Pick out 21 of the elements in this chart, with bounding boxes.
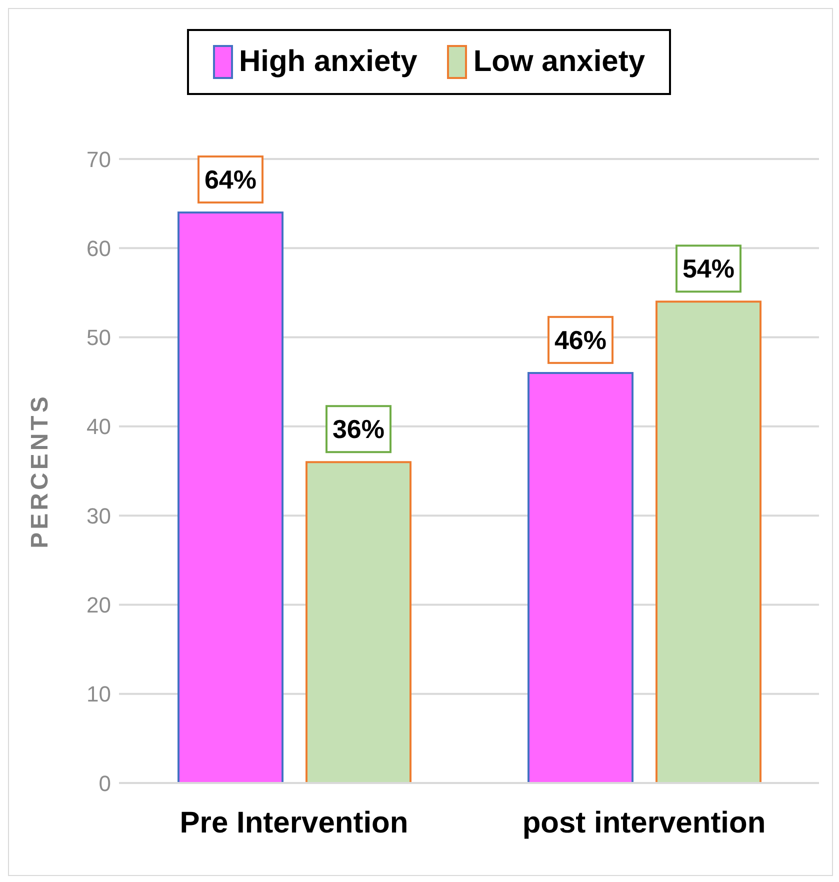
bar xyxy=(528,372,634,783)
y-tick-label: 40 xyxy=(86,414,111,440)
legend-label: Low anxiety xyxy=(473,45,646,79)
data-label: 36% xyxy=(332,414,385,444)
y-tick-label: 10 xyxy=(86,682,111,707)
bar xyxy=(178,211,284,783)
y-axis-title: PERCENTS xyxy=(26,394,54,548)
legend-label: High anxiety xyxy=(238,45,418,79)
y-tick-label: 0 xyxy=(98,770,111,796)
data-label: 54% xyxy=(682,254,735,284)
x-tick-label: post intervention xyxy=(522,806,766,840)
y-tick-label: 60 xyxy=(86,236,111,261)
bar xyxy=(306,461,412,783)
data-label: 46% xyxy=(554,324,607,355)
y-tick-label: 20 xyxy=(86,592,111,618)
y-tick-label: 50 xyxy=(86,325,111,350)
x-tick-label: Pre Intervention xyxy=(180,806,408,840)
y-tick-label: 30 xyxy=(86,503,111,528)
bar xyxy=(656,300,762,783)
y-tick-label: 70 xyxy=(86,146,111,172)
data-label: 64% xyxy=(204,164,257,194)
